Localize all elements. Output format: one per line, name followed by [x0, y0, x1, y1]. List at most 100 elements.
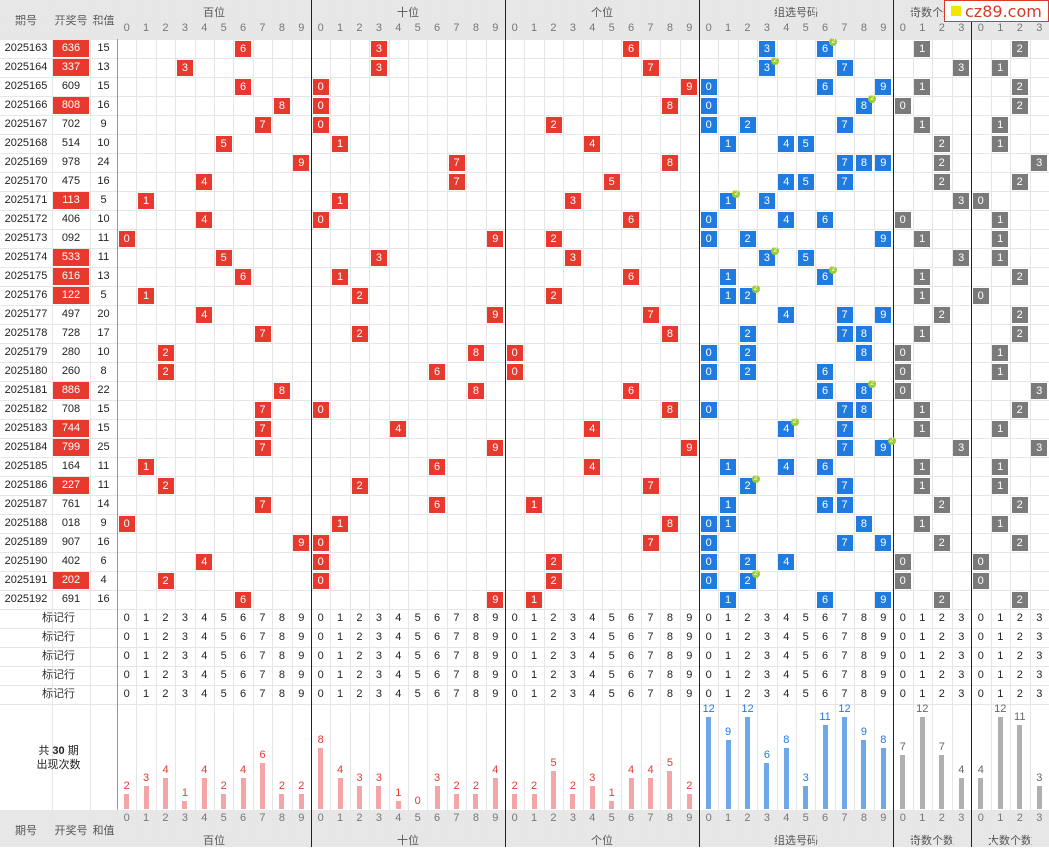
marker-cell[interactable]: 8 [272, 628, 291, 647]
site-logo[interactable]: cz89.com [944, 0, 1049, 22]
marker-cell[interactable]: 0 [117, 628, 136, 647]
marker-cell[interactable]: 7 [447, 647, 466, 666]
marker-cell[interactable]: 8 [466, 647, 485, 666]
marker-cell[interactable]: 8 [272, 647, 291, 666]
marker-cell[interactable]: 6 [233, 666, 252, 685]
marker-cell[interactable]: 1 [913, 647, 933, 666]
marker-cell[interactable]: 3 [369, 685, 388, 704]
marker-cell[interactable]: 1 [913, 666, 933, 685]
marker-cell[interactable]: 2 [1010, 685, 1030, 704]
marker-cell[interactable]: 4 [777, 666, 796, 685]
marker-cell[interactable]: 7 [835, 628, 854, 647]
marker-cell[interactable]: 1 [524, 609, 543, 628]
marker-cell[interactable]: 7 [253, 609, 272, 628]
marker-cell[interactable]: 8 [854, 685, 873, 704]
marker-cell[interactable]: 2 [156, 647, 175, 666]
marker-cell[interactable]: 0 [311, 628, 330, 647]
marker-cell[interactable]: 6 [815, 685, 834, 704]
marker-cell[interactable]: 3 [952, 609, 972, 628]
marker-cell[interactable]: 3 [1030, 647, 1049, 666]
marker-cell[interactable]: 8 [854, 647, 873, 666]
marker-cell[interactable]: 1 [330, 628, 349, 647]
marker-cell[interactable]: 4 [583, 647, 602, 666]
marker-cell[interactable]: 2 [156, 609, 175, 628]
marker-cell[interactable]: 8 [660, 685, 679, 704]
marker-cell[interactable]: 4 [195, 628, 214, 647]
marker-cell[interactable]: 9 [292, 666, 311, 685]
marker-cell[interactable]: 5 [602, 666, 621, 685]
marker-cell[interactable]: 2 [544, 666, 563, 685]
marker-cell[interactable]: 2 [1010, 666, 1030, 685]
marker-cell[interactable]: 5 [602, 647, 621, 666]
marker-cell[interactable]: 7 [641, 628, 660, 647]
marker-cell[interactable]: 5 [796, 628, 815, 647]
marker-cell[interactable]: 5 [214, 666, 233, 685]
marker-cell[interactable]: 9 [292, 628, 311, 647]
marker-cell[interactable]: 1 [991, 666, 1011, 685]
marker-cell[interactable]: 2 [156, 628, 175, 647]
marker-cell[interactable]: 4 [583, 628, 602, 647]
marker-cell[interactable]: 5 [796, 685, 815, 704]
marker-cell[interactable]: 0 [505, 647, 524, 666]
marker-cell[interactable]: 9 [486, 647, 505, 666]
marker-cell[interactable]: 2 [544, 609, 563, 628]
marker-cell[interactable]: 7 [835, 647, 854, 666]
marker-cell[interactable]: 3 [175, 628, 194, 647]
marker-cell[interactable]: 7 [253, 666, 272, 685]
marker-cell[interactable]: 5 [796, 666, 815, 685]
marker-cell[interactable]: 1 [913, 609, 933, 628]
marker-cell[interactable]: 3 [175, 685, 194, 704]
marker-cell[interactable]: 6 [621, 666, 640, 685]
marker-cell[interactable]: 9 [486, 685, 505, 704]
marker-cell[interactable]: 2 [544, 628, 563, 647]
marker-cell[interactable]: 6 [621, 609, 640, 628]
marker-cell[interactable]: 6 [815, 647, 834, 666]
marker-cell[interactable]: 6 [233, 628, 252, 647]
marker-cell[interactable]: 3 [369, 628, 388, 647]
marker-cell[interactable]: 2 [156, 666, 175, 685]
marker-cell[interactable]: 0 [893, 647, 913, 666]
marker-cell[interactable]: 5 [214, 628, 233, 647]
marker-cell[interactable]: 9 [292, 609, 311, 628]
marker-cell[interactable]: 3 [1030, 666, 1049, 685]
marker-cell[interactable]: 6 [427, 628, 446, 647]
marker-cell[interactable]: 8 [466, 685, 485, 704]
marker-cell[interactable]: 3 [369, 609, 388, 628]
marker-cell[interactable]: 1 [991, 609, 1011, 628]
marker-cell[interactable]: 0 [505, 685, 524, 704]
marker-cell[interactable]: 2 [350, 666, 369, 685]
marker-cell[interactable]: 4 [777, 685, 796, 704]
marker-cell[interactable]: 6 [233, 647, 252, 666]
marker-cell[interactable]: 3 [175, 666, 194, 685]
marker-cell[interactable]: 1 [718, 685, 737, 704]
marker-cell[interactable]: 7 [253, 628, 272, 647]
marker-cell[interactable]: 9 [680, 628, 699, 647]
marker-cell[interactable]: 8 [854, 609, 873, 628]
marker-cell[interactable]: 1 [718, 609, 737, 628]
marker-cell[interactable]: 2 [544, 685, 563, 704]
marker-cell[interactable]: 4 [583, 685, 602, 704]
marker-cell[interactable]: 3 [563, 628, 582, 647]
marker-cell[interactable]: 6 [621, 647, 640, 666]
marker-cell[interactable]: 4 [583, 609, 602, 628]
marker-cell[interactable]: 5 [214, 647, 233, 666]
marker-cell[interactable]: 5 [602, 685, 621, 704]
marker-cell[interactable]: 6 [427, 666, 446, 685]
marker-cell[interactable]: 7 [447, 628, 466, 647]
marker-cell[interactable]: 9 [292, 647, 311, 666]
marker-cell[interactable]: 7 [641, 685, 660, 704]
marker-cell[interactable]: 0 [893, 609, 913, 628]
marker-cell[interactable]: 6 [427, 685, 446, 704]
marker-cell[interactable]: 0 [893, 628, 913, 647]
marker-cell[interactable]: 5 [408, 628, 427, 647]
marker-cell[interactable]: 3 [757, 609, 776, 628]
marker-cell[interactable]: 1 [524, 666, 543, 685]
marker-cell[interactable]: 0 [971, 647, 991, 666]
marker-cell[interactable]: 8 [466, 609, 485, 628]
marker-cell[interactable]: 8 [466, 666, 485, 685]
marker-cell[interactable]: 1 [330, 685, 349, 704]
marker-cell[interactable]: 3 [563, 666, 582, 685]
marker-cell[interactable]: 3 [369, 666, 388, 685]
marker-cell[interactable]: 9 [874, 666, 893, 685]
marker-cell[interactable]: 0 [699, 666, 718, 685]
